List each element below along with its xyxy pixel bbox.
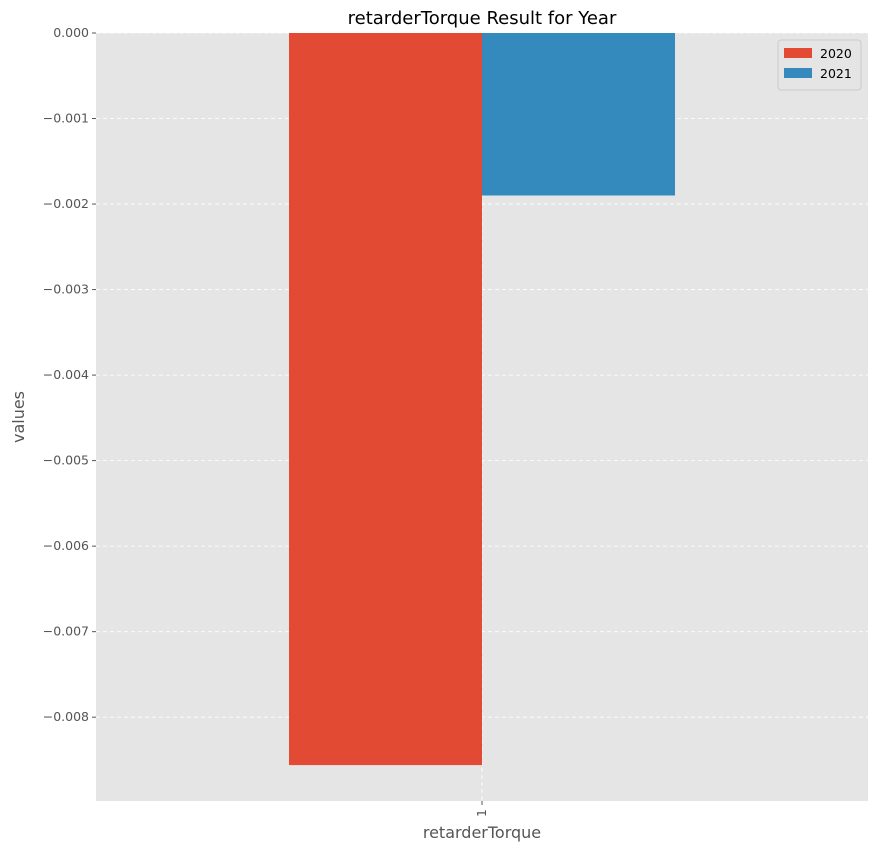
y-tick-label: −0.002 bbox=[43, 196, 89, 211]
chart-title: retarderTorque Result for Year bbox=[348, 8, 617, 29]
y-axis: 0.000 −0.001 −0.002 −0.003 −0.004 −0.005 −0.00… bbox=[43, 25, 96, 724]
x-axis: 1 bbox=[474, 801, 489, 817]
y-tick-label: −0.001 bbox=[43, 111, 89, 126]
y-tick-label: −0.008 bbox=[43, 709, 89, 724]
y-tick-label: 0.000 bbox=[53, 25, 89, 40]
legend-swatch bbox=[784, 68, 812, 78]
y-axis-label: values bbox=[9, 391, 28, 443]
bar-2020 bbox=[289, 33, 482, 766]
y-tick-label: −0.004 bbox=[43, 367, 89, 382]
x-axis-label: retarderTorque bbox=[423, 823, 541, 842]
legend: 2020 2021 bbox=[777, 39, 862, 91]
legend-label: 2020 bbox=[820, 46, 852, 61]
legend-label: 2021 bbox=[820, 66, 852, 81]
y-tick-label: −0.007 bbox=[43, 624, 89, 639]
y-tick-label: −0.006 bbox=[43, 538, 89, 553]
y-tick-label: −0.005 bbox=[43, 453, 89, 468]
y-tick-label: −0.003 bbox=[43, 282, 89, 297]
x-tick-label: 1 bbox=[474, 809, 489, 817]
bars bbox=[289, 33, 675, 766]
bar-2021 bbox=[482, 33, 675, 196]
legend-swatch bbox=[784, 48, 812, 58]
